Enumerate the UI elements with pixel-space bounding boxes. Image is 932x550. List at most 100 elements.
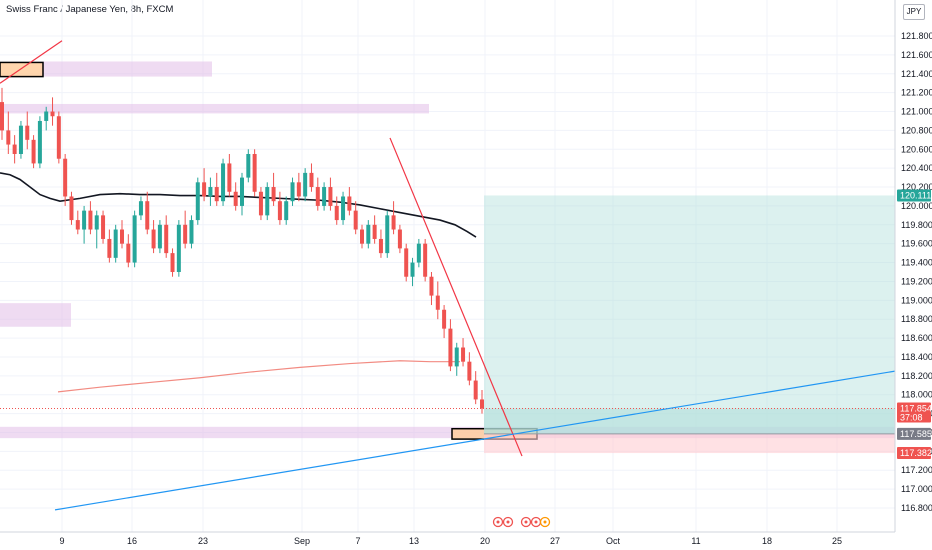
candle-body xyxy=(410,262,415,277)
candlestick-series xyxy=(0,87,484,414)
x-tick-label: Oct xyxy=(606,536,621,546)
x-tick-label: Sep xyxy=(294,536,310,546)
candle-body xyxy=(252,154,257,192)
candle-body xyxy=(120,229,124,244)
candle-body xyxy=(454,347,459,367)
price-tag xyxy=(897,427,931,440)
candle-body xyxy=(448,328,453,367)
supply-demand-zone xyxy=(0,103,429,114)
x-tick-label: 25 xyxy=(832,536,842,546)
y-tick-label: 118.200 xyxy=(901,371,932,381)
candle-body xyxy=(353,210,358,230)
candle-body xyxy=(473,380,478,400)
y-tick-label: 120.400 xyxy=(901,163,932,173)
moving-average-black xyxy=(0,172,477,238)
price-tag-label: 117.585 xyxy=(900,429,932,439)
candle-body xyxy=(277,201,282,221)
y-tick-label: 121.200 xyxy=(901,88,932,98)
ma-red-line xyxy=(57,360,460,393)
candle-body xyxy=(334,205,339,221)
candle-body xyxy=(221,163,226,202)
candle-body xyxy=(44,111,49,121)
x-tick-label: 18 xyxy=(762,536,772,546)
y-tick-label: 119.000 xyxy=(901,295,932,305)
price-tag-label: 117.382 xyxy=(900,448,932,458)
y-tick-label: 119.200 xyxy=(901,276,932,286)
x-tick-label: 9 xyxy=(59,536,64,546)
candle-body xyxy=(157,224,162,249)
y-tick-label: 117.000 xyxy=(901,484,932,494)
candle-body xyxy=(151,229,156,249)
candle-body xyxy=(31,139,36,164)
candle-body xyxy=(63,158,68,197)
candle-body xyxy=(290,182,295,202)
y-tick-label: 118.800 xyxy=(901,314,932,324)
candle-body xyxy=(227,163,232,192)
trendline-red xyxy=(389,137,523,457)
event-marker-dot xyxy=(534,520,538,524)
y-tick-label: 119.600 xyxy=(901,239,932,249)
event-markers xyxy=(492,516,551,528)
candle-body xyxy=(378,238,383,254)
event-marker-dot xyxy=(524,520,528,524)
candle-body xyxy=(467,361,472,381)
candle-body xyxy=(88,210,93,230)
candle-body xyxy=(372,224,377,239)
candle-body xyxy=(126,243,131,263)
candle-body xyxy=(94,215,99,230)
ma-black-line xyxy=(0,172,477,238)
candle-body xyxy=(265,187,270,216)
x-tick-label: 11 xyxy=(691,536,700,546)
supply-demand-zone xyxy=(0,303,71,327)
candle-body xyxy=(107,238,112,258)
candle-body xyxy=(347,196,352,211)
y-tick-label: 118.600 xyxy=(901,333,932,343)
entry-box xyxy=(0,61,44,78)
candle-body xyxy=(284,201,289,221)
x-tick-label: 7 xyxy=(355,536,360,546)
candle-body xyxy=(480,399,484,409)
long-position-tool xyxy=(0,195,895,454)
candle-body xyxy=(12,144,17,154)
supply-demand-zone xyxy=(0,426,895,439)
price-tag xyxy=(897,402,931,423)
stop-zone xyxy=(484,433,895,454)
candle-body xyxy=(214,187,219,202)
y-tick-label: 120.800 xyxy=(901,125,932,135)
event-marker-dot xyxy=(506,520,510,524)
y-tick-label: 121.000 xyxy=(901,107,932,117)
trendline-blue xyxy=(54,370,896,511)
candle-body xyxy=(0,102,4,131)
y-tick-label: 121.600 xyxy=(901,50,932,60)
candle-body xyxy=(138,201,143,216)
candle-body xyxy=(25,125,30,140)
candle-body xyxy=(429,276,434,296)
candle-body xyxy=(391,215,396,230)
candle-body xyxy=(170,253,175,272)
candle-body xyxy=(202,182,207,197)
candle-body xyxy=(145,201,150,230)
candle-body xyxy=(164,224,169,254)
trendlines xyxy=(0,40,896,511)
candle-body xyxy=(258,191,263,216)
x-tick-label: 20 xyxy=(480,536,490,546)
candle-body xyxy=(360,229,364,244)
y-tick-label: 118.000 xyxy=(901,390,932,400)
x-tick-label: 27 xyxy=(550,536,560,546)
y-tick-label: 120.600 xyxy=(901,144,932,154)
candle-body xyxy=(82,210,87,230)
currency-badge[interactable]: JPY xyxy=(903,4,925,20)
x-tick-label: 13 xyxy=(409,536,419,546)
candle-body xyxy=(397,229,402,249)
chart-zones xyxy=(0,61,895,440)
y-tick-label: 118.400 xyxy=(901,352,932,362)
price-tag xyxy=(897,447,931,460)
candle-body xyxy=(183,224,188,244)
candle-body xyxy=(309,172,314,188)
y-tick-label: 116.800 xyxy=(901,503,932,513)
y-tick-label: 121.400 xyxy=(901,69,932,79)
price-tag xyxy=(897,189,931,202)
